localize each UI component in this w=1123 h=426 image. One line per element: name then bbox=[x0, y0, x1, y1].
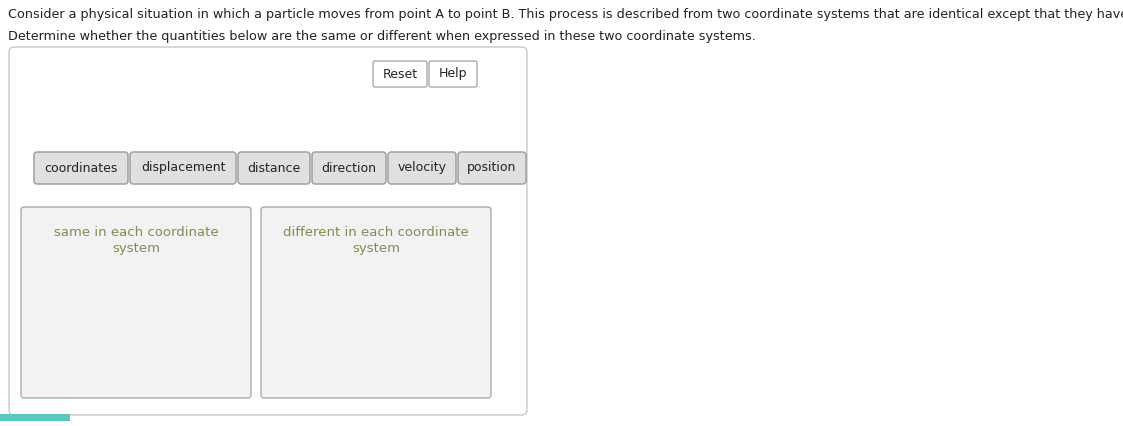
Text: position: position bbox=[467, 161, 517, 175]
Text: system: system bbox=[351, 242, 400, 255]
Text: Reset: Reset bbox=[383, 67, 418, 81]
Text: distance: distance bbox=[247, 161, 301, 175]
FancyBboxPatch shape bbox=[130, 152, 236, 184]
Text: Determine whether the quantities below are the same or different when expressed : Determine whether the quantities below a… bbox=[8, 30, 756, 43]
FancyBboxPatch shape bbox=[238, 152, 310, 184]
FancyBboxPatch shape bbox=[9, 47, 527, 415]
FancyBboxPatch shape bbox=[389, 152, 456, 184]
FancyBboxPatch shape bbox=[458, 152, 526, 184]
FancyBboxPatch shape bbox=[34, 152, 128, 184]
Text: velocity: velocity bbox=[398, 161, 447, 175]
Text: displacement: displacement bbox=[140, 161, 226, 175]
Text: different in each coordinate: different in each coordinate bbox=[283, 226, 469, 239]
Text: Help: Help bbox=[439, 67, 467, 81]
FancyBboxPatch shape bbox=[261, 207, 491, 398]
Bar bbox=[0, 414, 70, 421]
FancyBboxPatch shape bbox=[373, 61, 427, 87]
Text: same in each coordinate: same in each coordinate bbox=[54, 226, 218, 239]
FancyBboxPatch shape bbox=[21, 207, 252, 398]
FancyBboxPatch shape bbox=[312, 152, 386, 184]
FancyBboxPatch shape bbox=[429, 61, 477, 87]
Text: direction: direction bbox=[321, 161, 376, 175]
Text: system: system bbox=[112, 242, 159, 255]
Text: Consider a physical situation in which a particle moves from point A to point B.: Consider a physical situation in which a… bbox=[8, 8, 1123, 21]
Text: coordinates: coordinates bbox=[44, 161, 118, 175]
